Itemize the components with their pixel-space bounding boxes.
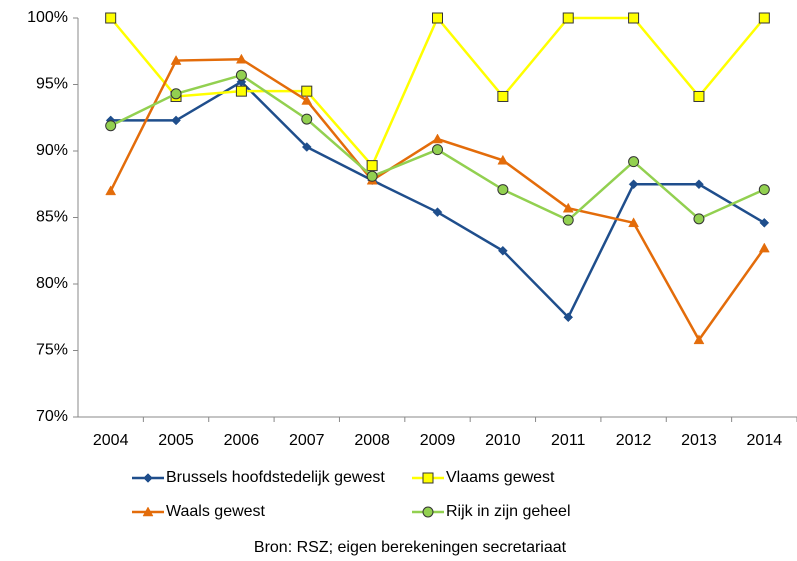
point-marker (432, 133, 443, 144)
point-marker (693, 213, 705, 225)
y-tick-label: 100% (27, 9, 68, 26)
point-marker (563, 312, 574, 323)
legend-marker (142, 506, 154, 517)
point-marker (498, 245, 508, 256)
point-marker (432, 207, 443, 218)
point-marker (366, 170, 378, 182)
y-tick-label: 85% (36, 209, 68, 226)
x-tick-label: 2010 (485, 432, 521, 449)
legend-label: Brussels hoofdstedelijk gewest (166, 469, 385, 486)
point-marker (758, 242, 770, 253)
x-tick-label: 2009 (420, 432, 456, 449)
x-tick-label: 2014 (747, 432, 783, 449)
x-tick-label: 2012 (616, 432, 652, 449)
y-tick-label: 70% (36, 408, 68, 425)
x-tick-label: 2013 (681, 432, 717, 449)
point-marker (628, 12, 640, 24)
legend-marker (422, 506, 434, 518)
point-marker (628, 217, 640, 228)
point-marker (432, 144, 443, 156)
point-marker (693, 334, 705, 345)
point-marker (235, 85, 247, 97)
point-marker (171, 115, 181, 126)
point-marker (301, 85, 313, 97)
series-line (109, 15, 766, 168)
point-marker (694, 179, 704, 190)
legend-marker (422, 472, 434, 484)
x-tick-label: 2011 (551, 432, 586, 449)
point-marker (105, 120, 117, 132)
point-marker (235, 69, 247, 81)
x-tick-label: 2006 (224, 432, 260, 449)
legend-label: Vlaams gewest (446, 469, 555, 486)
x-tick-label: 2007 (289, 432, 325, 449)
legend-label: Waals gewest (166, 503, 266, 520)
point-marker (170, 88, 182, 100)
point-marker (497, 90, 509, 102)
point-marker (105, 185, 117, 196)
point-marker (170, 55, 182, 65)
point-marker (759, 217, 770, 228)
point-marker (497, 184, 509, 196)
y-tick-label: 75% (36, 342, 68, 359)
point-marker (628, 179, 639, 190)
point-marker (562, 12, 574, 24)
y-tick-label: 90% (36, 142, 68, 159)
point-marker (497, 154, 509, 165)
legend-marker (143, 473, 153, 483)
point-marker (105, 12, 117, 24)
point-marker (301, 113, 313, 125)
x-tick-label: 2005 (158, 432, 194, 449)
point-marker (562, 214, 574, 226)
y-tick-label: 95% (36, 76, 68, 93)
point-marker (432, 12, 443, 24)
point-marker (235, 53, 247, 64)
x-tick-label: 2008 (354, 432, 390, 449)
y-tick-label: 80% (36, 275, 68, 292)
point-marker (628, 156, 640, 168)
point-marker (301, 94, 313, 105)
point-marker (562, 202, 574, 213)
legend-label: Rijk in zijn geheel (446, 503, 571, 520)
point-marker (758, 184, 770, 196)
point-marker (758, 12, 770, 24)
source-note: Bron: RSZ; eigen berekeningen secretaria… (254, 539, 567, 556)
x-tick-label: 2004 (93, 432, 129, 449)
point-marker (693, 90, 705, 102)
point-marker (301, 142, 312, 152)
point-marker (366, 160, 378, 172)
